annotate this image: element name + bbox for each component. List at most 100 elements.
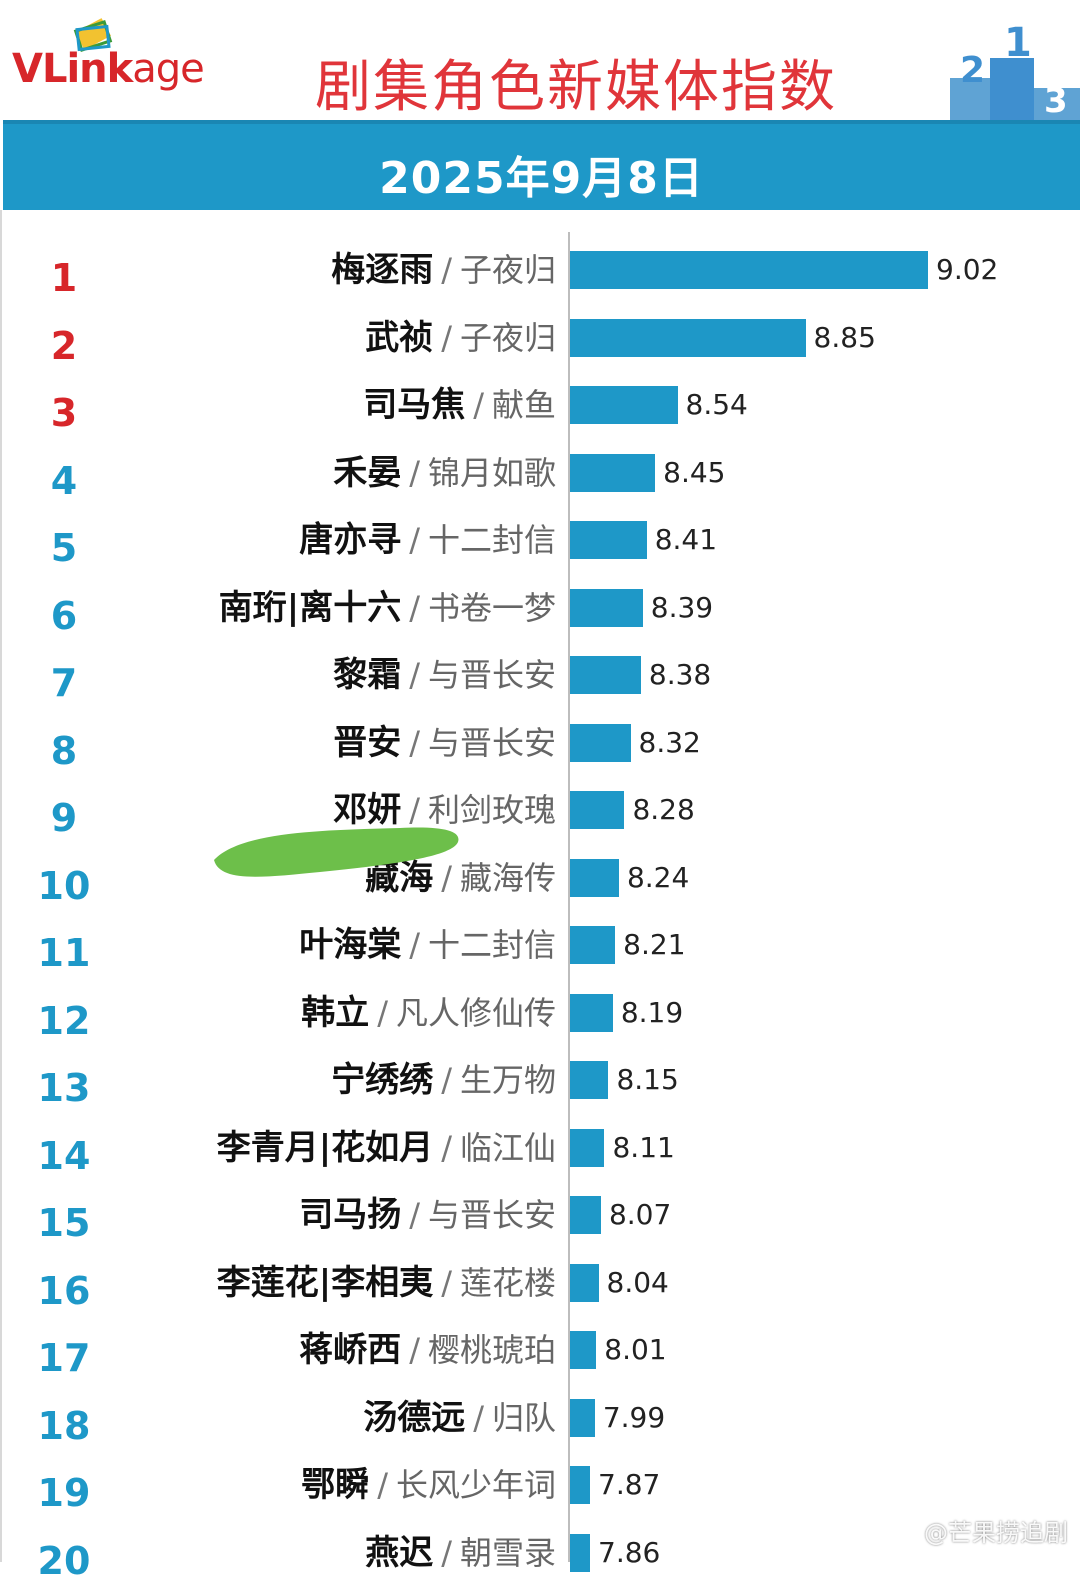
bar-label: 宁绣绣 / 生万物 [331,1055,556,1105]
show-name: 长风少年词 [395,1466,556,1504]
show-name: 生万物 [459,1061,556,1099]
logo-cards-icon [73,18,113,53]
show-name: 利剑玫瑰 [427,791,556,829]
rank-number: 7 [50,661,78,705]
character-name: 唐亦寻 [299,520,402,560]
character-name: 李青月|花如月 [216,1127,434,1168]
bar [570,1196,601,1234]
value-label: 8.01 [604,1333,667,1366]
logo-text: VLinkage [12,46,205,92]
show-name: 子夜归 [459,318,556,357]
vlinkage-logo: VLinkage [12,18,252,102]
rank-number: 14 [37,1133,91,1178]
character-name: 司马焦 [363,385,466,425]
bar-label: 蒋峤西 / 樱桃琥珀 [299,1325,556,1375]
rank-number: 1 [50,256,78,300]
svg-text:3: 3 [1044,81,1068,120]
bar-label: 司马扬 / 与晋长安 [299,1190,556,1240]
character-name: 司马扬 [299,1195,402,1235]
character-name: 燕迟 [365,1532,434,1573]
value-label: 8.32 [638,725,701,759]
watermark-text: @芒果捞追剧 [924,1519,1068,1547]
value-label: 8.45 [663,455,726,489]
bar-label: 黎霜 / 与晋长安 [333,650,556,700]
bar [570,858,619,897]
show-name: 莲花楼 [459,1263,556,1302]
rank-number: 18 [37,1403,91,1448]
rank-number: 11 [37,931,91,975]
bar-label: 鄂瞬 / 长风少年词 [301,1460,556,1510]
bar-label: 南珩|离十六 / 书卷一梦 [219,583,556,633]
value-label: 8.07 [608,1198,672,1231]
bar-label: 禾晏 / 锦月如歌 [333,448,556,498]
rank-number: 8 [50,728,78,773]
bar [570,386,678,424]
value-label: 8.24 [626,860,690,894]
rank-number: 13 [37,1066,91,1110]
bar [570,1061,609,1099]
show-name: 锦月如歌 [427,453,556,492]
show-name: 与晋长安 [427,723,556,762]
character-name: 邓妍 [333,790,402,830]
podium-icon: 2 1 3 [950,20,1080,120]
show-name: 朝雪录 [459,1533,556,1572]
show-name: 与晋长安 [427,656,556,694]
character-name: 鄂瞬 [301,1465,370,1505]
rank-number: 12 [37,998,91,1043]
show-name: 藏海传 [459,858,556,897]
rank-number: 4 [50,458,78,503]
bar-label: 李莲花|李相夷 / 莲花楼 [217,1258,556,1308]
show-name: 归队 [491,1398,556,1437]
character-name: 韩立 [301,992,370,1033]
rank-number: 5 [50,526,78,570]
character-name: 武祯 [365,317,434,358]
bar [570,588,643,627]
bar [570,656,641,694]
label-separator: / [441,251,452,289]
show-name: 临江仙 [459,1128,556,1167]
label-separator: / [441,858,452,897]
label-separator: / [473,1398,484,1437]
character-name: 梅逐雨 [331,250,434,290]
rank-number: 16 [37,1268,91,1313]
value-label: 8.19 [620,995,684,1029]
bar [570,521,647,559]
bar [570,1466,590,1504]
character-name: 蒋峤西 [299,1330,402,1370]
rank-number: 2 [50,323,78,368]
label-separator: / [409,453,420,492]
label-separator: / [473,386,484,424]
label-separator: / [409,1331,420,1369]
ranking-bar-chart: 1 梅逐雨 / 子夜归 9.02 2 武祯 / 子夜归 8.85 3 司马焦 / 献鱼 8.54 4 禾晏 / 锦月… [0,210,1080,1583]
rank-number: 6 [50,593,78,638]
date-label: 2025年9月8日 [379,153,704,204]
value-label: 9.02 [936,253,999,286]
bar-label: 邓妍 / 利剑玫瑰 [333,785,556,835]
bar-label: 藏海 / 藏海传 [365,853,556,903]
bar-label: 晋安 / 与晋长安 [333,718,556,768]
bar-label: 韩立 / 凡人修仙传 [301,988,556,1038]
value-label: 8.11 [612,1130,675,1164]
show-name: 书卷一梦 [427,588,556,627]
bar [570,926,616,964]
page-title: 剧集角色新媒体指数 [315,55,837,120]
label-separator: / [441,1061,452,1099]
bar-label: 梅逐雨 / 子夜归 [331,245,556,295]
rank-number: 9 [50,796,78,840]
label-separator: / [409,791,420,829]
value-label: 8.39 [650,590,714,624]
label-separator: / [441,318,452,357]
character-name: 黎霜 [333,655,402,695]
label-separator: / [409,656,420,694]
watermark: @芒果捞追剧 [889,1516,1068,1550]
svg-text:2: 2 [960,50,985,91]
date-banner-edge [3,120,1080,124]
bar [570,1398,595,1437]
label-separator: / [409,926,420,964]
rank-number: 17 [37,1336,91,1380]
bar-label: 叶海棠 / 十二封信 [299,920,556,970]
character-name: 禾晏 [333,452,402,493]
bar [570,723,631,762]
label-separator: / [409,1196,420,1234]
value-label: 7.87 [598,1468,661,1501]
